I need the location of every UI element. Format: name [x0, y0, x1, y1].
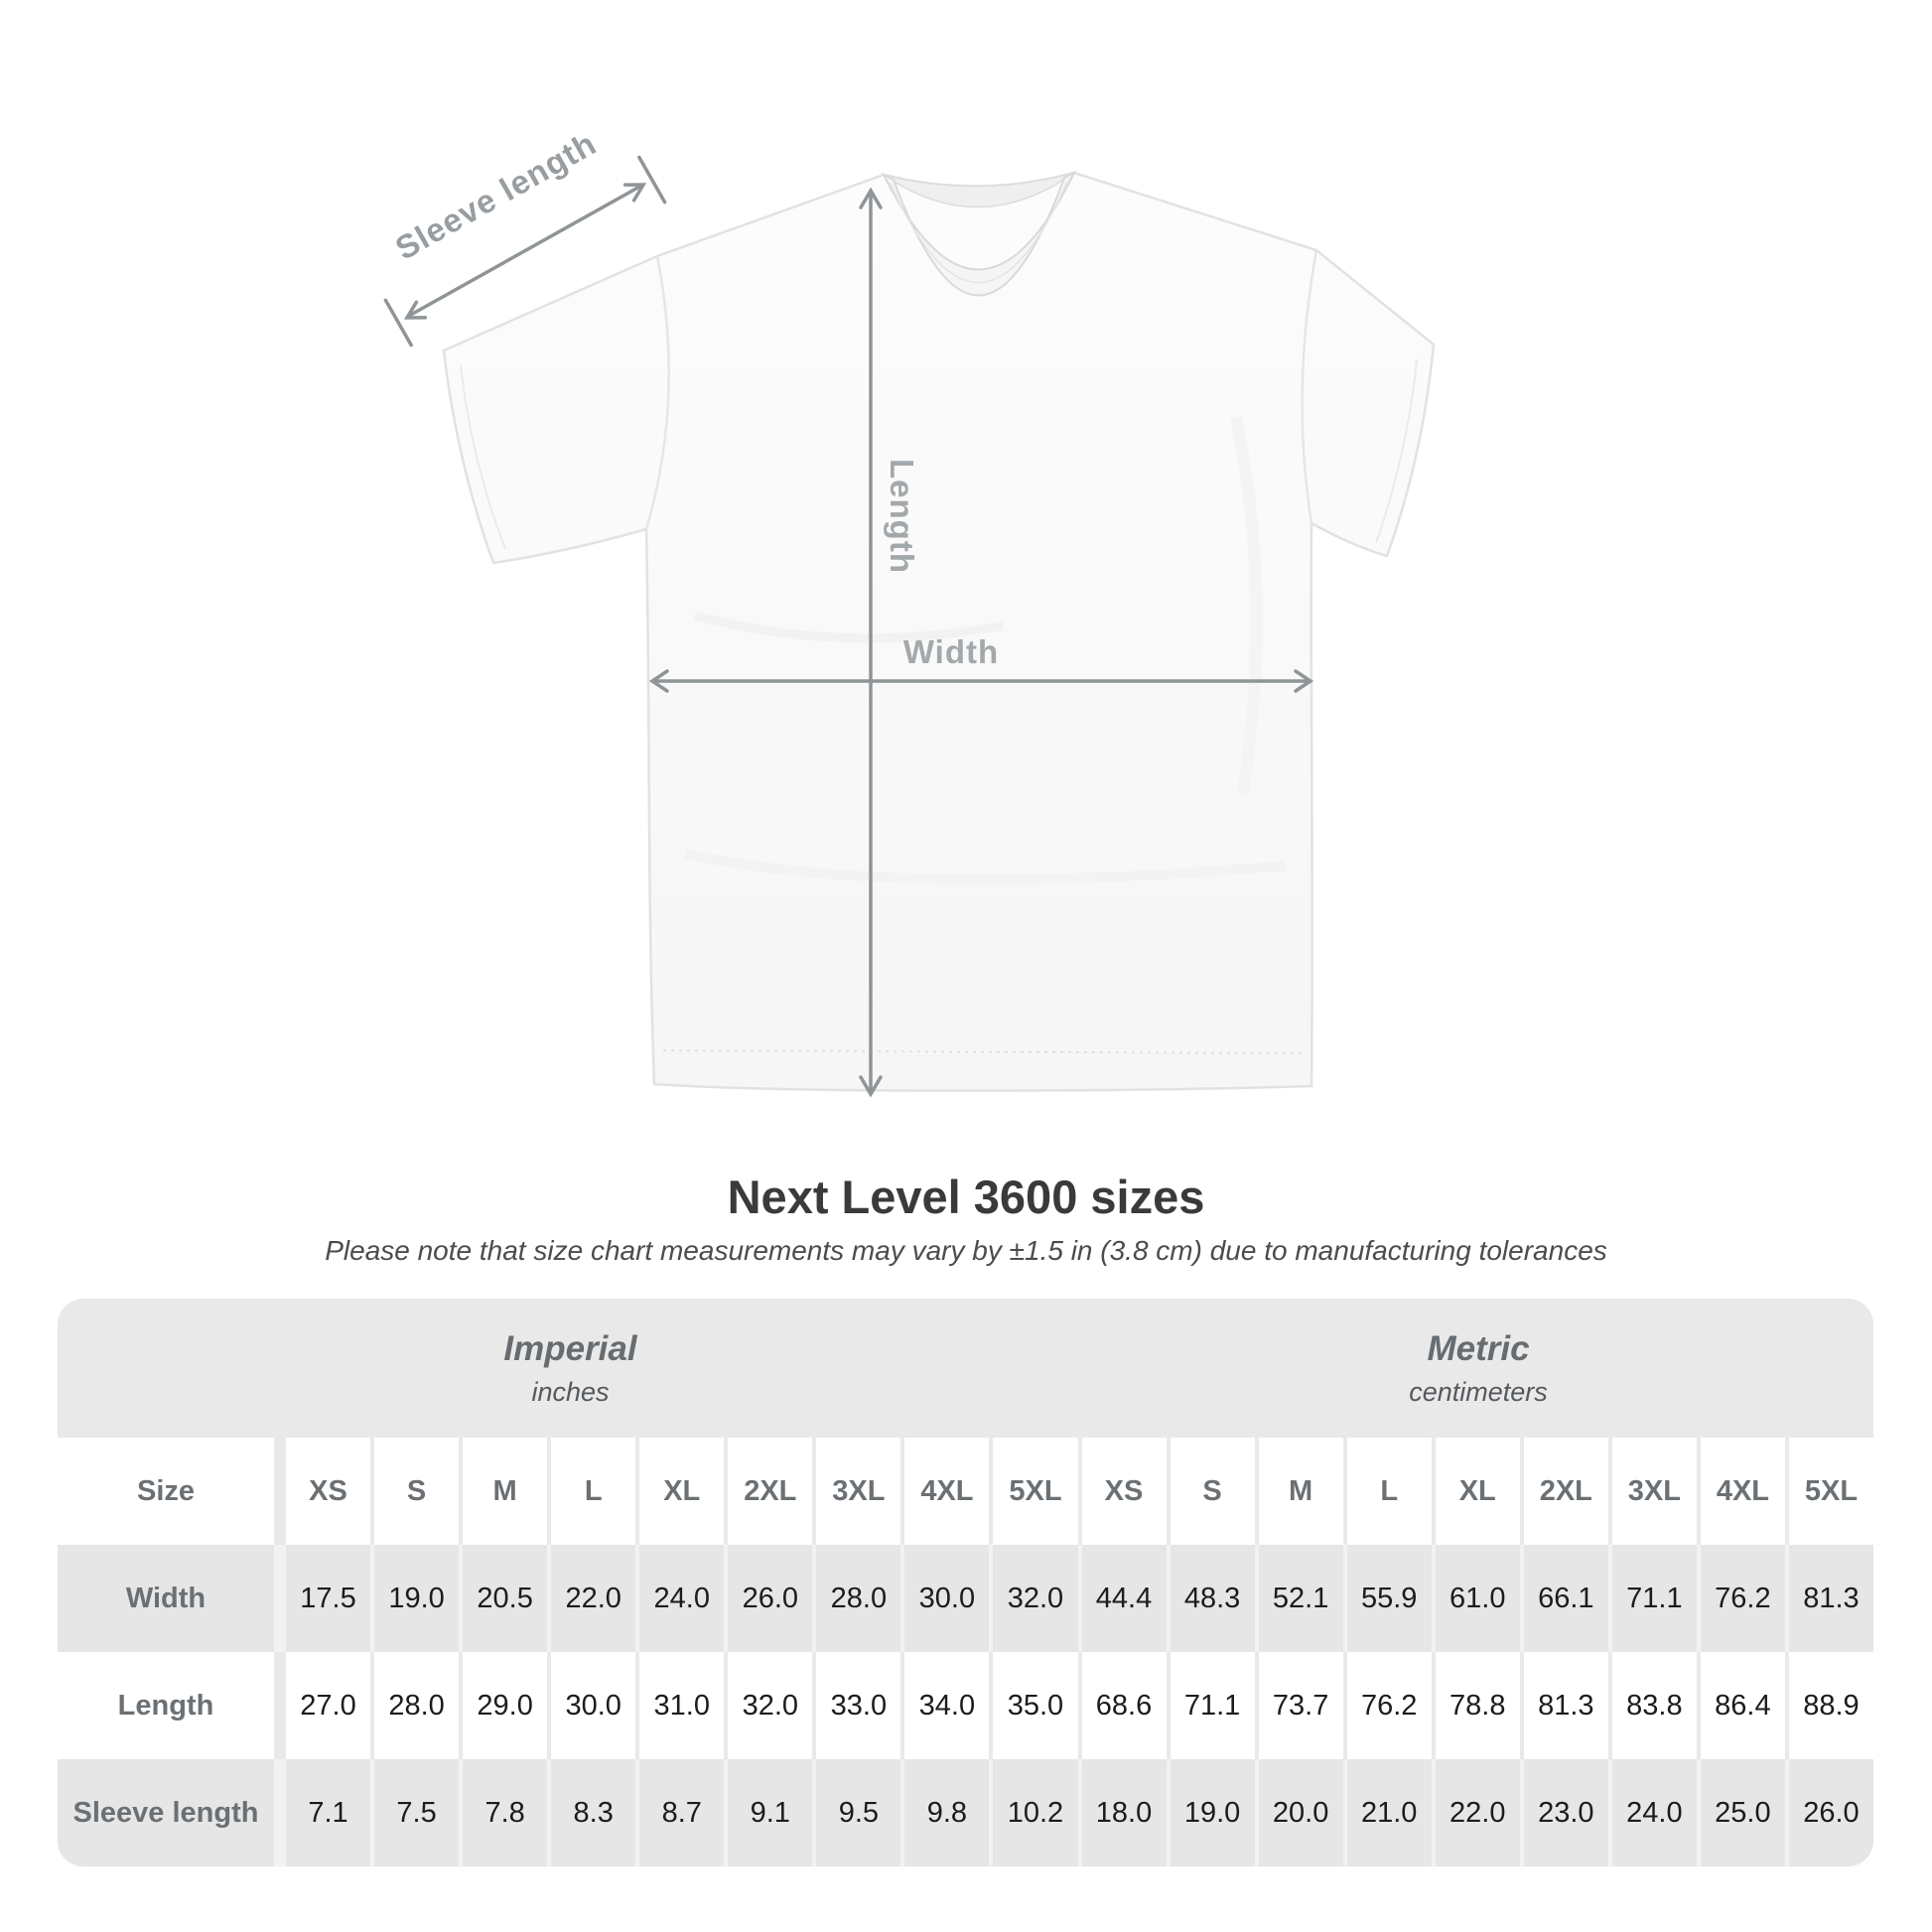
size-table: Imperial inches Metric centimeters Size …: [58, 1299, 1873, 1866]
width-arrow: [648, 669, 1314, 693]
table-cell: 24.0: [1611, 1759, 1697, 1866]
table-cell: 28.0: [374, 1652, 460, 1759]
table-row-width: Width 17.5 19.0 20.5 22.0 24.0 26.0 28.0…: [58, 1545, 1873, 1652]
table-cell: 28.0: [816, 1545, 901, 1652]
table-cell: 25.0: [1700, 1759, 1785, 1866]
table-cell: 22.0: [1435, 1759, 1520, 1866]
table-cell: 9.1: [728, 1759, 813, 1866]
table-cell: 76.2: [1700, 1545, 1785, 1652]
size-col-header: 2XL: [728, 1438, 813, 1545]
table-cell: 81.3: [1788, 1545, 1873, 1652]
size-col-header: 3XL: [816, 1438, 901, 1545]
imperial-section-header: Imperial inches: [58, 1299, 1083, 1438]
table-cell: 24.0: [639, 1545, 725, 1652]
length-label: Length: [884, 459, 920, 574]
size-col-header: L: [1346, 1438, 1432, 1545]
size-col-header: 2XL: [1523, 1438, 1608, 1545]
table-cell: 71.1: [1170, 1652, 1255, 1759]
table-cell: 20.0: [1258, 1759, 1343, 1866]
table-cell: 23.0: [1523, 1759, 1608, 1866]
table-row-label: Width: [58, 1545, 282, 1652]
table-cell: 27.0: [286, 1652, 371, 1759]
table-cell: 20.5: [463, 1545, 548, 1652]
table-cell: 7.8: [463, 1759, 548, 1866]
table-cell: 8.7: [639, 1759, 725, 1866]
size-col-header: 4XL: [904, 1438, 990, 1545]
table-cell: 81.3: [1523, 1652, 1608, 1759]
tshirt-measurement-diagram: Sleeve length Length Width: [383, 124, 1436, 1098]
size-col-header: XL: [1435, 1438, 1520, 1545]
table-cell: 29.0: [463, 1652, 548, 1759]
imperial-unit: inches: [531, 1376, 610, 1407]
table-cell: 44.4: [1081, 1545, 1167, 1652]
table-cell: 55.9: [1346, 1545, 1432, 1652]
page-title: Next Level 3600 sizes: [727, 1171, 1205, 1223]
table-cell: 7.5: [374, 1759, 460, 1866]
table-cell: 9.8: [904, 1759, 990, 1866]
size-col-header: M: [463, 1438, 548, 1545]
table-cell: 18.0: [1081, 1759, 1167, 1866]
size-col-header: XS: [1081, 1438, 1167, 1545]
table-cell: 52.1: [1258, 1545, 1343, 1652]
size-col-header: XS: [286, 1438, 371, 1545]
table-cell: 22.0: [551, 1545, 636, 1652]
table-row-label: Sleeve length: [58, 1759, 282, 1866]
table-cell: 32.0: [728, 1652, 813, 1759]
size-header-label: Size: [58, 1438, 282, 1545]
table-row-label: Length: [58, 1652, 282, 1759]
table-cell: 76.2: [1346, 1652, 1432, 1759]
table-cell: 35.0: [993, 1652, 1078, 1759]
table-cell: 10.2: [993, 1759, 1078, 1866]
table-cell: 83.8: [1611, 1652, 1697, 1759]
table-cell: 32.0: [993, 1545, 1078, 1652]
table-cell: 68.6: [1081, 1652, 1167, 1759]
measurement-arrows: [383, 155, 1314, 1098]
length-arrow: [859, 187, 883, 1098]
table-cell: 30.0: [904, 1545, 990, 1652]
metric-unit: centimeters: [1409, 1376, 1548, 1407]
table-cell: 66.1: [1523, 1545, 1608, 1652]
imperial-title: Imperial: [503, 1328, 637, 1368]
size-col-header: M: [1258, 1438, 1343, 1545]
table-cell: 88.9: [1788, 1652, 1873, 1759]
sleeve-length-arrow: [383, 155, 667, 347]
table-cell: 9.5: [816, 1759, 901, 1866]
size-col-header: 5XL: [1788, 1438, 1873, 1545]
tshirt-illustration: [442, 170, 1436, 1092]
table-cell: 73.7: [1258, 1652, 1343, 1759]
table-cell: 30.0: [551, 1652, 636, 1759]
table-cell: 19.0: [374, 1545, 460, 1652]
table-cell: 8.3: [551, 1759, 636, 1866]
table-cell: 33.0: [816, 1652, 901, 1759]
size-col-header: 4XL: [1700, 1438, 1785, 1545]
tolerance-note: Please note that size chart measurements…: [325, 1235, 1607, 1266]
table-cell: 86.4: [1700, 1652, 1785, 1759]
unit-band: Imperial inches Metric centimeters: [58, 1299, 1873, 1438]
size-col-header: S: [1170, 1438, 1255, 1545]
table-cell: 61.0: [1435, 1545, 1520, 1652]
table-cell: 21.0: [1346, 1759, 1432, 1866]
width-label: Width: [903, 633, 999, 670]
table-cell: 17.5: [286, 1545, 371, 1652]
table-cell: 48.3: [1170, 1545, 1255, 1652]
table-cell: 78.8: [1435, 1652, 1520, 1759]
size-col-header: S: [374, 1438, 460, 1545]
size-col-header: XL: [639, 1438, 725, 1545]
table-cell: 31.0: [639, 1652, 725, 1759]
table-cell: 71.1: [1611, 1545, 1697, 1652]
table-row-sleeve-length: Sleeve length 7.1 7.5 7.8 8.3 8.7 9.1 9.…: [58, 1759, 1873, 1866]
table-cell: 34.0: [904, 1652, 990, 1759]
table-cell: 26.0: [1788, 1759, 1873, 1866]
metric-section-header: Metric centimeters: [1083, 1299, 1873, 1438]
table-cell: 19.0: [1170, 1759, 1255, 1866]
table-cell: 7.1: [286, 1759, 371, 1866]
table-header-row: Size XS S M L XL 2XL 3XL 4XL 5XL XS S M …: [58, 1438, 1873, 1545]
size-col-header: 3XL: [1611, 1438, 1697, 1545]
sleeve-length-label: Sleeve length: [389, 124, 603, 266]
size-col-header: L: [551, 1438, 636, 1545]
table-row-length: Length 27.0 28.0 29.0 30.0 31.0 32.0 33.…: [58, 1652, 1873, 1759]
table-cell: 26.0: [728, 1545, 813, 1652]
size-col-header: 5XL: [993, 1438, 1078, 1545]
metric-title: Metric: [1427, 1328, 1530, 1368]
